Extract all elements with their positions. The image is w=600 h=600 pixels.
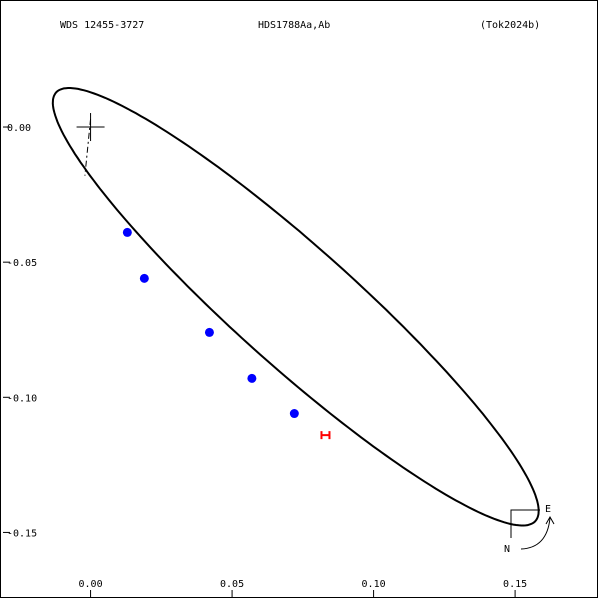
x-tick-label: 0.15 <box>503 579 527 590</box>
compass-east-label: E <box>545 504 551 515</box>
x-tick-label: 0.00 <box>79 579 103 590</box>
predicted-position-marker <box>320 431 331 440</box>
observation-point <box>122 227 132 237</box>
compass-axes <box>510 509 540 538</box>
header-left: WDS 12455-3727 <box>60 20 144 31</box>
observation-point <box>204 327 214 337</box>
axis-ticks: 0.00 0.05 0.10 0.15 0.00 -0.05 -0.10 -0.15 <box>3 123 527 597</box>
orbit-ellipse <box>51 87 540 527</box>
compass-north-label: N <box>504 544 510 555</box>
orbit-layer <box>51 87 540 527</box>
header-center: HDS1788Aa,Ab <box>258 20 330 31</box>
compass: E N <box>504 504 555 555</box>
observation-point <box>139 273 149 283</box>
x-tick-label: 0.05 <box>220 579 244 590</box>
x-tick-label: 0.10 <box>362 579 386 590</box>
observation-point <box>289 409 299 419</box>
line-of-nodes <box>84 118 92 176</box>
y-tick-label: -0.15 <box>7 528 37 539</box>
observation-point <box>247 373 257 383</box>
header-right: (Tok2024b) <box>480 20 540 31</box>
data-marks <box>122 227 331 440</box>
compass-arrowhead <box>545 515 555 525</box>
y-tick-label: -0.10 <box>7 393 37 404</box>
compass-arrow <box>520 517 551 550</box>
y-tick-label: -0.05 <box>7 258 37 269</box>
y-tick-label: 0.00 <box>7 123 31 134</box>
